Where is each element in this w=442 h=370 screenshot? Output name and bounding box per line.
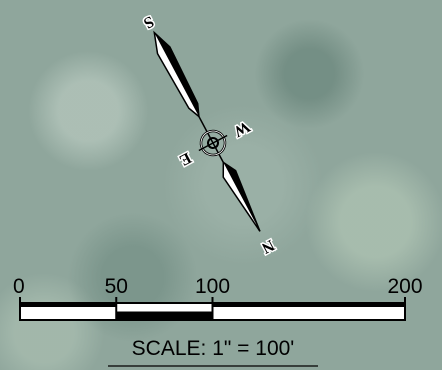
map-overlay: S N W E 0 50 100 200 SCALE: 1" = 100' bbox=[0, 0, 442, 370]
south-label: S bbox=[141, 12, 157, 31]
scale-tick-label: 200 bbox=[387, 275, 422, 298]
scale-tick-label: 100 bbox=[195, 275, 230, 298]
scale-tick-label: 50 bbox=[105, 275, 128, 298]
scale-bar-segment bbox=[213, 303, 406, 307]
east-label: E bbox=[176, 149, 193, 169]
scale-bar-segment bbox=[116, 312, 212, 321]
compass-rose: S N W E bbox=[112, 0, 308, 271]
north-label: N bbox=[258, 236, 277, 257]
scale-tick-label: 0 bbox=[13, 275, 25, 298]
scale-caption: SCALE: 1" = 100' bbox=[132, 337, 295, 360]
north-arrow bbox=[217, 159, 266, 234]
north-arrow-shade bbox=[223, 159, 266, 231]
west-label: W bbox=[231, 117, 253, 140]
scale-bar: 0 50 100 200 bbox=[13, 275, 423, 320]
south-arrow-shade bbox=[154, 29, 205, 116]
map: S N W E 0 50 100 200 SCALE: 1" = 100' bbox=[0, 0, 442, 370]
scale-bar-segment bbox=[20, 303, 116, 307]
